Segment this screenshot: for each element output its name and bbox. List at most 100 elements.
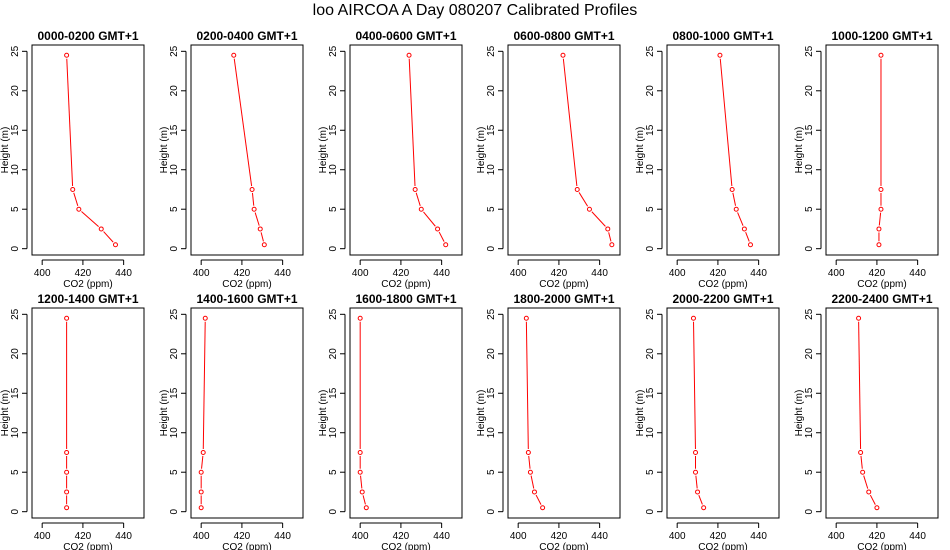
y-tick-label: 15 [328,124,339,136]
data-point [249,186,255,192]
x-axis-label: CO2 (ppm) [857,279,906,290]
x-axis-label: CO2 (ppm) [63,542,112,550]
x-tick-label: 400 [828,531,845,542]
data-point [540,505,546,511]
profile-line-segment [438,231,445,242]
y-tick-label: 25 [645,45,656,57]
x-tick-label: 440 [909,268,926,279]
y-axis-label: Height (m) [635,127,646,174]
profile-line-segment [578,192,589,207]
data-point [418,206,424,212]
data-point [874,505,880,511]
y-axis-label: Height (m) [318,127,329,174]
x-tick-label: 400 [669,531,686,542]
x-tick-label: 440 [433,531,450,542]
y-axis-label: Height (m) [159,390,170,437]
y-tick-label: 15 [486,124,497,136]
x-tick-label: 440 [909,531,926,542]
data-point [112,242,118,248]
panel-title: 0400-0600 GMT+1 [355,29,456,43]
x-tick-label: 420 [75,268,92,279]
x-tick-label: 420 [869,531,886,542]
x-tick-label: 420 [551,531,568,542]
y-tick-label: 25 [169,308,180,320]
x-axis-label: CO2 (ppm) [539,542,588,550]
y-tick-label: 20 [328,348,339,360]
y-tick-label: 5 [328,469,339,475]
x-tick-label: 420 [710,268,727,279]
x-axis-label: CO2 (ppm) [222,279,271,290]
y-tick-label: 15 [169,387,180,399]
profile-line-segment [251,192,255,206]
y-axis-label: Height (m) [0,127,11,174]
x-tick-label: 420 [234,531,251,542]
y-tick-label: 20 [10,348,21,360]
y-tick-label: 25 [645,308,656,320]
data-point [695,489,701,495]
y-tick-label: 25 [486,45,497,57]
data-point [98,226,104,232]
panel-title: 1400-1600 GMT+1 [196,292,297,306]
plot-frame [190,307,304,519]
y-tick-label: 25 [169,45,180,57]
data-point [64,505,70,511]
data-point [64,469,70,475]
y-tick-label: 5 [328,206,339,212]
y-tick-label: 0 [804,508,815,514]
data-point [198,469,204,475]
y-tick-label: 10 [645,164,656,176]
y-tick-label: 25 [804,308,815,320]
data-point [693,449,699,455]
y-tick-label: 10 [645,427,656,439]
y-axis-label: Height (m) [794,390,805,437]
y-tick-label: 25 [804,45,815,57]
data-point [531,489,537,495]
y-axis-label: Height (m) [0,390,11,437]
profile-line-segment [66,58,74,187]
profile-line-segment [858,321,862,449]
profile-line-segment [698,495,703,505]
x-tick-label: 420 [234,268,251,279]
y-tick-label: 20 [645,348,656,360]
y-axis-label: Height (m) [318,390,329,437]
panel-title: 0600-0800 GMT+1 [513,29,614,43]
y-tick-label: 20 [169,85,180,97]
data-point [406,52,412,58]
x-axis-label: CO2 (ppm) [539,279,588,290]
panel-title: 1000-1200 GMT+1 [831,29,932,43]
y-axis-label: Height (m) [159,127,170,174]
data-point [609,242,615,248]
x-tick-label: 440 [115,268,132,279]
profile-line-segment [81,211,99,228]
y-tick-label: 0 [645,245,656,251]
x-tick-label: 440 [433,268,450,279]
data-point [876,242,882,248]
y-tick-label: 0 [169,508,180,514]
y-tick-label: 5 [169,206,180,212]
y-tick-label: 25 [328,308,339,320]
plot-frame [507,307,621,519]
y-tick-label: 0 [804,245,815,251]
data-point [878,206,884,212]
data-point [261,242,267,248]
y-tick-label: 0 [486,245,497,251]
y-tick-label: 20 [645,85,656,97]
x-axis-label: CO2 (ppm) [381,542,430,550]
data-point [860,469,866,475]
x-tick-label: 420 [551,268,568,279]
y-tick-label: 0 [645,508,656,514]
x-tick-label: 440 [750,531,767,542]
data-point [357,449,363,455]
y-tick-label: 10 [328,164,339,176]
y-tick-label: 20 [486,85,497,97]
x-axis-label: CO2 (ppm) [857,542,906,550]
x-tick-label: 400 [34,531,51,542]
x-tick-label: 420 [710,531,727,542]
y-tick-label: 5 [486,206,497,212]
plot-frame [507,44,621,256]
data-point [690,315,696,321]
